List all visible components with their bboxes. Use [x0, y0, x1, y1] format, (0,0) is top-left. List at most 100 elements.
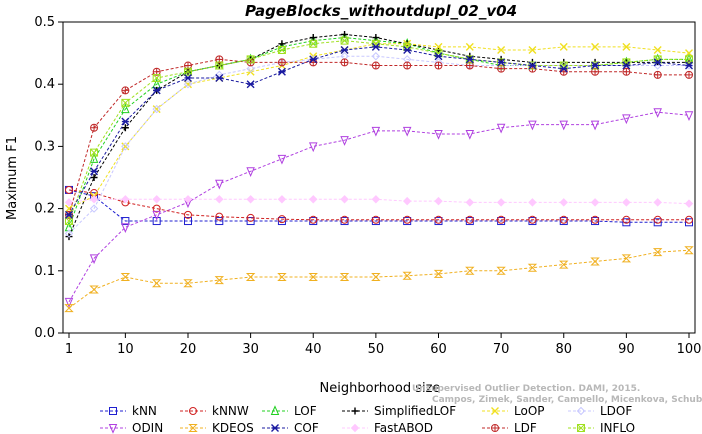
- data-point: [121, 117, 130, 126]
- data-point: [308, 273, 318, 282]
- data-point: [215, 179, 224, 190]
- legend-item-ODIN: ODIN: [100, 421, 163, 434]
- legend-item-kNN: kNN: [100, 404, 157, 418]
- series-COF: [65, 42, 693, 219]
- data-point: [309, 55, 318, 64]
- x-tick-label: 70: [493, 342, 510, 357]
- legend-item-SimplifiedLOF: SimplifiedLOF: [342, 404, 456, 418]
- legend-marker: [576, 406, 586, 416]
- series-INFLO: [65, 36, 693, 226]
- x-tick-label: 90: [618, 342, 635, 357]
- data-point: [246, 167, 255, 178]
- legend-label: LOF: [294, 404, 317, 418]
- data-point: [465, 55, 474, 64]
- legend-label: kNNW: [212, 404, 249, 418]
- x-axis-label: Neighborhood size: [320, 381, 441, 396]
- legend-marker: [108, 424, 118, 434]
- data-point: [371, 273, 381, 282]
- legend-label: FastABOD: [374, 421, 433, 434]
- data-point: [653, 218, 662, 227]
- data-point: [64, 198, 74, 207]
- data-point: [246, 195, 255, 204]
- series-line: [68, 58, 689, 215]
- data-point: [622, 114, 631, 125]
- data-point: [559, 64, 568, 73]
- data-point: [559, 260, 569, 269]
- data-point: [183, 195, 193, 204]
- legend: kNN kNNW LOF SimplifiedLOF LoOP LDOF ODIN KDEOS…: [100, 404, 635, 434]
- data-point: [277, 195, 287, 204]
- data-point: [591, 215, 600, 224]
- data-point: [652, 248, 663, 257]
- x-axis: 1 10 20 30 40 50 60 70 80 90 100: [65, 333, 701, 357]
- data-point: [528, 45, 537, 54]
- legend-label: COF: [294, 421, 319, 434]
- data-point: [684, 246, 694, 255]
- data-point: [121, 142, 130, 151]
- data-point: [152, 204, 161, 213]
- data-point: [434, 215, 443, 224]
- data-point: [121, 103, 130, 114]
- data-point: [403, 215, 412, 224]
- data-point: [277, 154, 287, 165]
- data-point: [528, 215, 537, 224]
- data-point: [89, 254, 99, 265]
- data-point: [684, 199, 694, 208]
- data-point: [121, 223, 130, 234]
- data-point: [215, 217, 224, 226]
- legend-item-LoOP: LoOP: [482, 404, 545, 418]
- data-point: [183, 217, 192, 226]
- data-point: [528, 120, 537, 131]
- data-point: [497, 215, 506, 224]
- data-point: [151, 279, 162, 288]
- data-point: [434, 129, 443, 140]
- data-point: [277, 215, 286, 224]
- data-point: [215, 212, 224, 221]
- data-point: [245, 273, 256, 282]
- chart-title: PageBlocks_withoutdupl_02_v04: [245, 2, 517, 20]
- data-point: [277, 58, 286, 67]
- data-point: [685, 70, 694, 79]
- data-point: [653, 215, 662, 224]
- data-point: [309, 39, 318, 48]
- y-tick-label: 0.0: [34, 326, 55, 341]
- data-point: [434, 196, 443, 206]
- legend-label: SimplifiedLOF: [374, 404, 456, 418]
- data-point: [684, 111, 694, 122]
- legend-label: LoOP: [514, 404, 545, 418]
- data-point: [653, 108, 662, 118]
- data-point: [434, 52, 443, 61]
- data-point: [371, 215, 380, 224]
- y-axis-label: Maximum F1: [5, 136, 20, 220]
- data-point: [465, 42, 474, 51]
- series-layer: [64, 30, 694, 313]
- series-line: [68, 189, 689, 223]
- legend-item-KDEOS: KDEOS: [180, 421, 254, 434]
- series-KDEOS: [64, 246, 694, 313]
- data-point: [152, 73, 161, 82]
- data-point: [622, 67, 631, 76]
- data-point: [65, 185, 73, 194]
- data-point: [653, 58, 662, 67]
- legend-label: LDF: [514, 421, 537, 434]
- legend-label: kNN: [132, 404, 157, 418]
- data-point: [246, 217, 255, 226]
- legend-label: ODIN: [132, 421, 163, 434]
- data-point: [497, 45, 506, 54]
- data-point: [340, 215, 349, 224]
- data-point: [496, 123, 506, 134]
- data-point: [246, 64, 255, 73]
- data-point: [215, 195, 224, 204]
- data-point: [152, 86, 161, 95]
- y-tick-label: 0.2: [34, 202, 55, 217]
- series-line: [68, 40, 689, 222]
- data-point: [403, 61, 412, 70]
- legend-marker: [350, 423, 360, 433]
- data-point: [497, 58, 506, 67]
- watermark-line-1: Unsupervised Outlier Detection. DAMI, 20…: [412, 384, 640, 394]
- data-point: [183, 73, 192, 82]
- data-point: [653, 198, 662, 207]
- data-point: [152, 210, 161, 221]
- data-point: [340, 36, 349, 45]
